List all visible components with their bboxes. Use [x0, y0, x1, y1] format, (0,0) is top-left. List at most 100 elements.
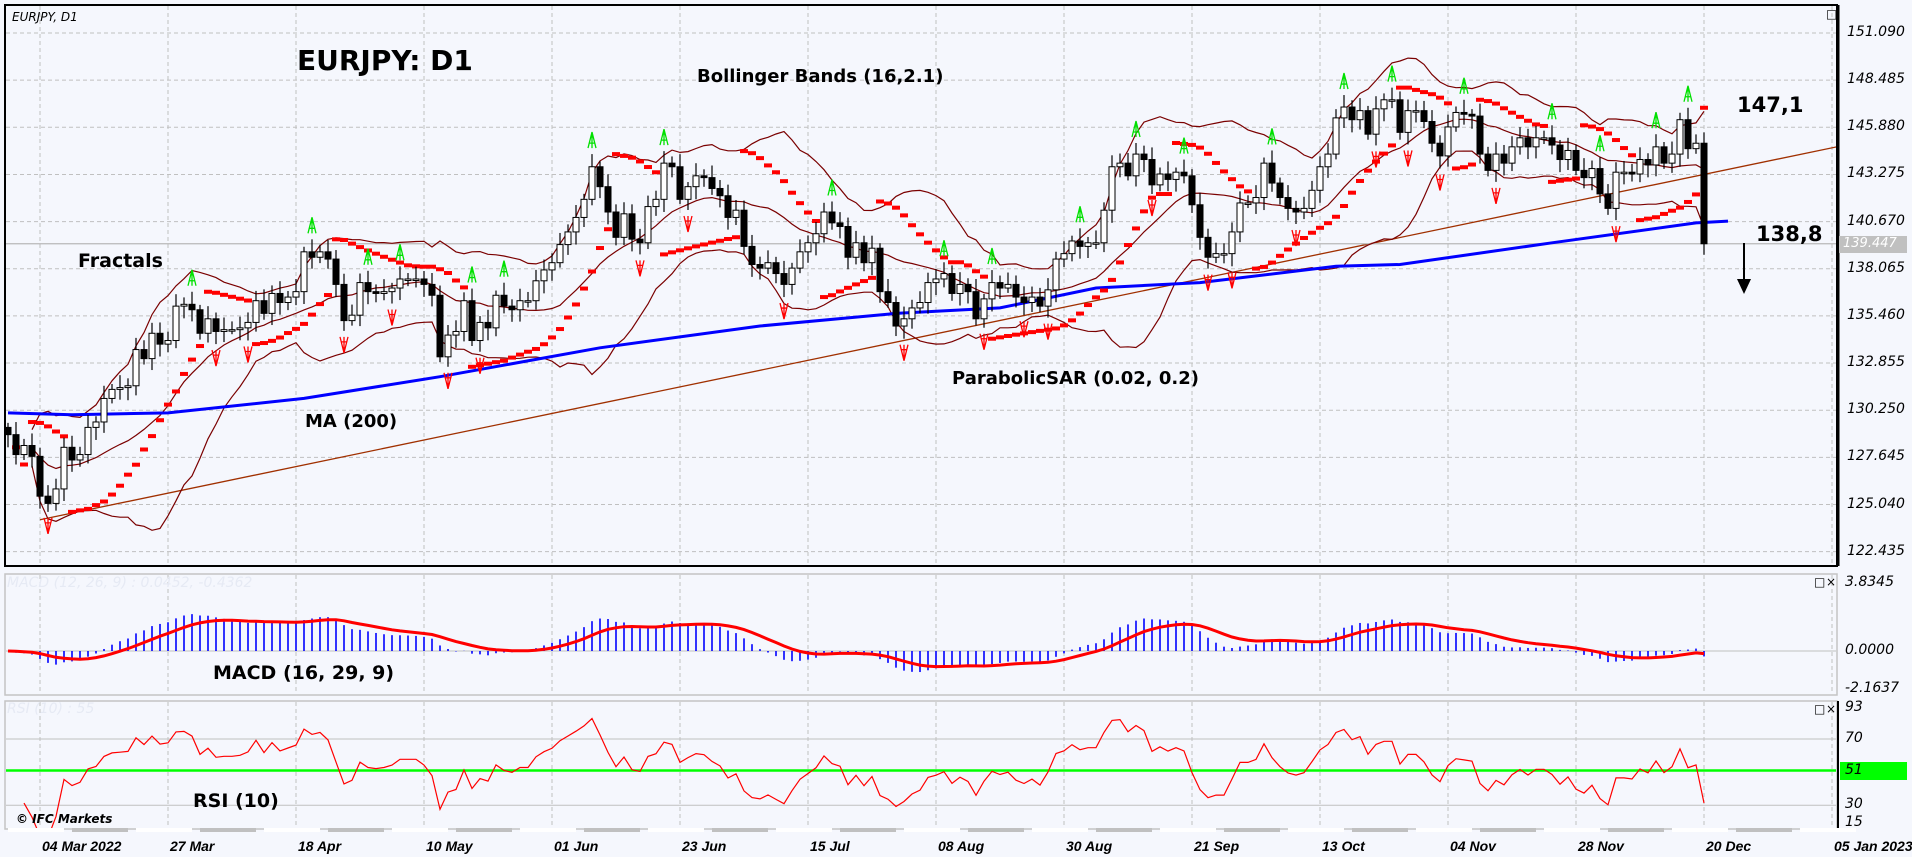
- macd-close-icon[interactable]: ×: [1826, 575, 1837, 589]
- scrollbar-segment: [264, 828, 320, 832]
- price-tick-label: 148.485: [1847, 71, 1905, 88]
- bearish-candle: [1196, 204, 1204, 238]
- parabolic-sar-dot: [108, 492, 116, 497]
- parabolic-sar-dot: [156, 418, 164, 423]
- bullish-candle: [444, 334, 452, 358]
- fractal-down-icon: [1043, 323, 1053, 340]
- parabolic-sar-dot: [132, 462, 140, 467]
- date-tick-label: 10 May: [426, 838, 473, 854]
- parabolic-sar-dot: [1204, 151, 1212, 156]
- parabolic-sar-dot: [68, 509, 76, 514]
- bearish-candle: [748, 245, 756, 265]
- parabolic-sar-dot: [148, 434, 156, 439]
- fractal-up-icon: [467, 266, 477, 283]
- bullish-candle: [1564, 149, 1572, 161]
- bullish-candle: [1244, 202, 1252, 205]
- bullish-candle: [1540, 137, 1548, 140]
- macd-label: MACD (16, 29, 9): [213, 662, 395, 684]
- scrollbar-segment: [1032, 828, 1088, 832]
- scrollbar-segment: [200, 828, 256, 832]
- parabolic-sar-dot: [716, 238, 724, 243]
- bullish-candle: [916, 302, 924, 309]
- maximize-icon[interactable]: □: [1826, 7, 1838, 21]
- bullish-candle: [684, 186, 692, 200]
- scrollbar-segment: [1224, 828, 1280, 832]
- parabolic-sar-dot: [1012, 332, 1020, 337]
- parabolic-sar-dot: [1228, 177, 1236, 182]
- overlay: [1737, 236, 1907, 780]
- fractal-down-icon: [779, 302, 789, 320]
- parabolic-sar-dot: [1692, 192, 1700, 197]
- rsi-close-icon[interactable]: ×: [1826, 702, 1837, 716]
- parabolic-sar-dot: [188, 357, 196, 362]
- parabolic-sar-dot: [852, 282, 860, 287]
- bullish-candle: [1324, 153, 1332, 168]
- bearish-candle: [996, 282, 1004, 289]
- parabolic-sar-dot: [1628, 153, 1636, 158]
- bullish-candle: [268, 292, 276, 314]
- parabolic-sar-dot: [1508, 110, 1516, 115]
- bullish-candle: [52, 488, 60, 504]
- bullish-candle: [1452, 111, 1460, 128]
- parabolic-sar-dot: [572, 302, 580, 307]
- parabolic-sar-dot: [524, 349, 532, 354]
- parabolic-sar-dot: [612, 152, 620, 157]
- parabolic-sar-dot: [92, 503, 100, 508]
- bearish-candle: [1556, 144, 1564, 161]
- bullish-candle: [292, 291, 300, 298]
- parabolic-sar-dot: [1380, 151, 1388, 156]
- down-arrow-icon: [1737, 279, 1751, 294]
- parabolic-sar-dot: [508, 355, 516, 360]
- bearish-candle: [1604, 193, 1612, 209]
- parabolic-sar-dot: [1436, 95, 1444, 100]
- rsi-level-tag: [1840, 762, 1907, 780]
- parabolic-sar-dot: [1476, 97, 1484, 102]
- parabolic-sar-dot: [1524, 118, 1532, 123]
- parabolic-sar-dot: [468, 364, 476, 369]
- bullish-candle: [1084, 242, 1092, 247]
- bearish-candle: [140, 349, 148, 360]
- parabolic-sar-dot: [484, 361, 492, 366]
- parabolic-sar-dot: [564, 315, 572, 320]
- bullish-candle: [764, 262, 772, 269]
- scrollbar-segment: [968, 828, 1024, 832]
- bullish-candle: [588, 166, 596, 200]
- parabolic-sar-dot: [60, 434, 68, 439]
- parabolic-sar-dot: [212, 290, 220, 295]
- bullish-candle: [1508, 146, 1516, 164]
- fractal-down-icon: [243, 346, 253, 363]
- parabolic-sar-dot: [420, 264, 428, 269]
- rsi-maximize-icon[interactable]: □: [1814, 702, 1826, 716]
- bullish-candle: [932, 278, 940, 284]
- macd-maximize-icon[interactable]: □: [1814, 575, 1826, 589]
- fractal-up-icon: [307, 217, 317, 234]
- rsi-header: RSI (10) : 55: [7, 701, 95, 717]
- fractal-down-icon: [387, 309, 397, 326]
- bearish-candle: [332, 258, 340, 285]
- bearish-candle: [772, 262, 780, 275]
- bullish-candle: [900, 318, 908, 327]
- date-tick-label: 20 Dec: [1706, 838, 1752, 854]
- parabolic-sar-dot: [1596, 127, 1604, 132]
- parabolic-sar-dot: [1060, 323, 1068, 328]
- bullish-candle: [404, 278, 412, 281]
- parabolic-sar-dot: [196, 344, 204, 349]
- scrollbar-segment: [648, 828, 704, 832]
- parabolic-sar-dot: [1276, 253, 1284, 258]
- parabolic-sar-dot: [1684, 199, 1692, 204]
- bearish-candle: [740, 209, 748, 247]
- parabolic-sar-dot: [844, 285, 852, 290]
- parabolic-sar-dot: [1516, 114, 1524, 119]
- scrollbar[interactable]: [8, 828, 1856, 832]
- bullish-candle: [220, 329, 228, 332]
- bollinger-label: Bollinger Bands (16,2.1): [697, 66, 944, 87]
- parabolic-sar-dot: [1028, 330, 1036, 335]
- parabolic-sar-dot: [892, 205, 900, 210]
- bearish-candle: [876, 247, 884, 293]
- bullish-candle: [1332, 117, 1340, 155]
- rsi-tick-label: 93: [1845, 699, 1863, 715]
- parabolic-sar-dot: [228, 294, 236, 299]
- parabolic-sar-dot: [1324, 221, 1332, 226]
- parabolic-sar-label: ParabolicSAR (0.02, 0.2): [952, 368, 1200, 389]
